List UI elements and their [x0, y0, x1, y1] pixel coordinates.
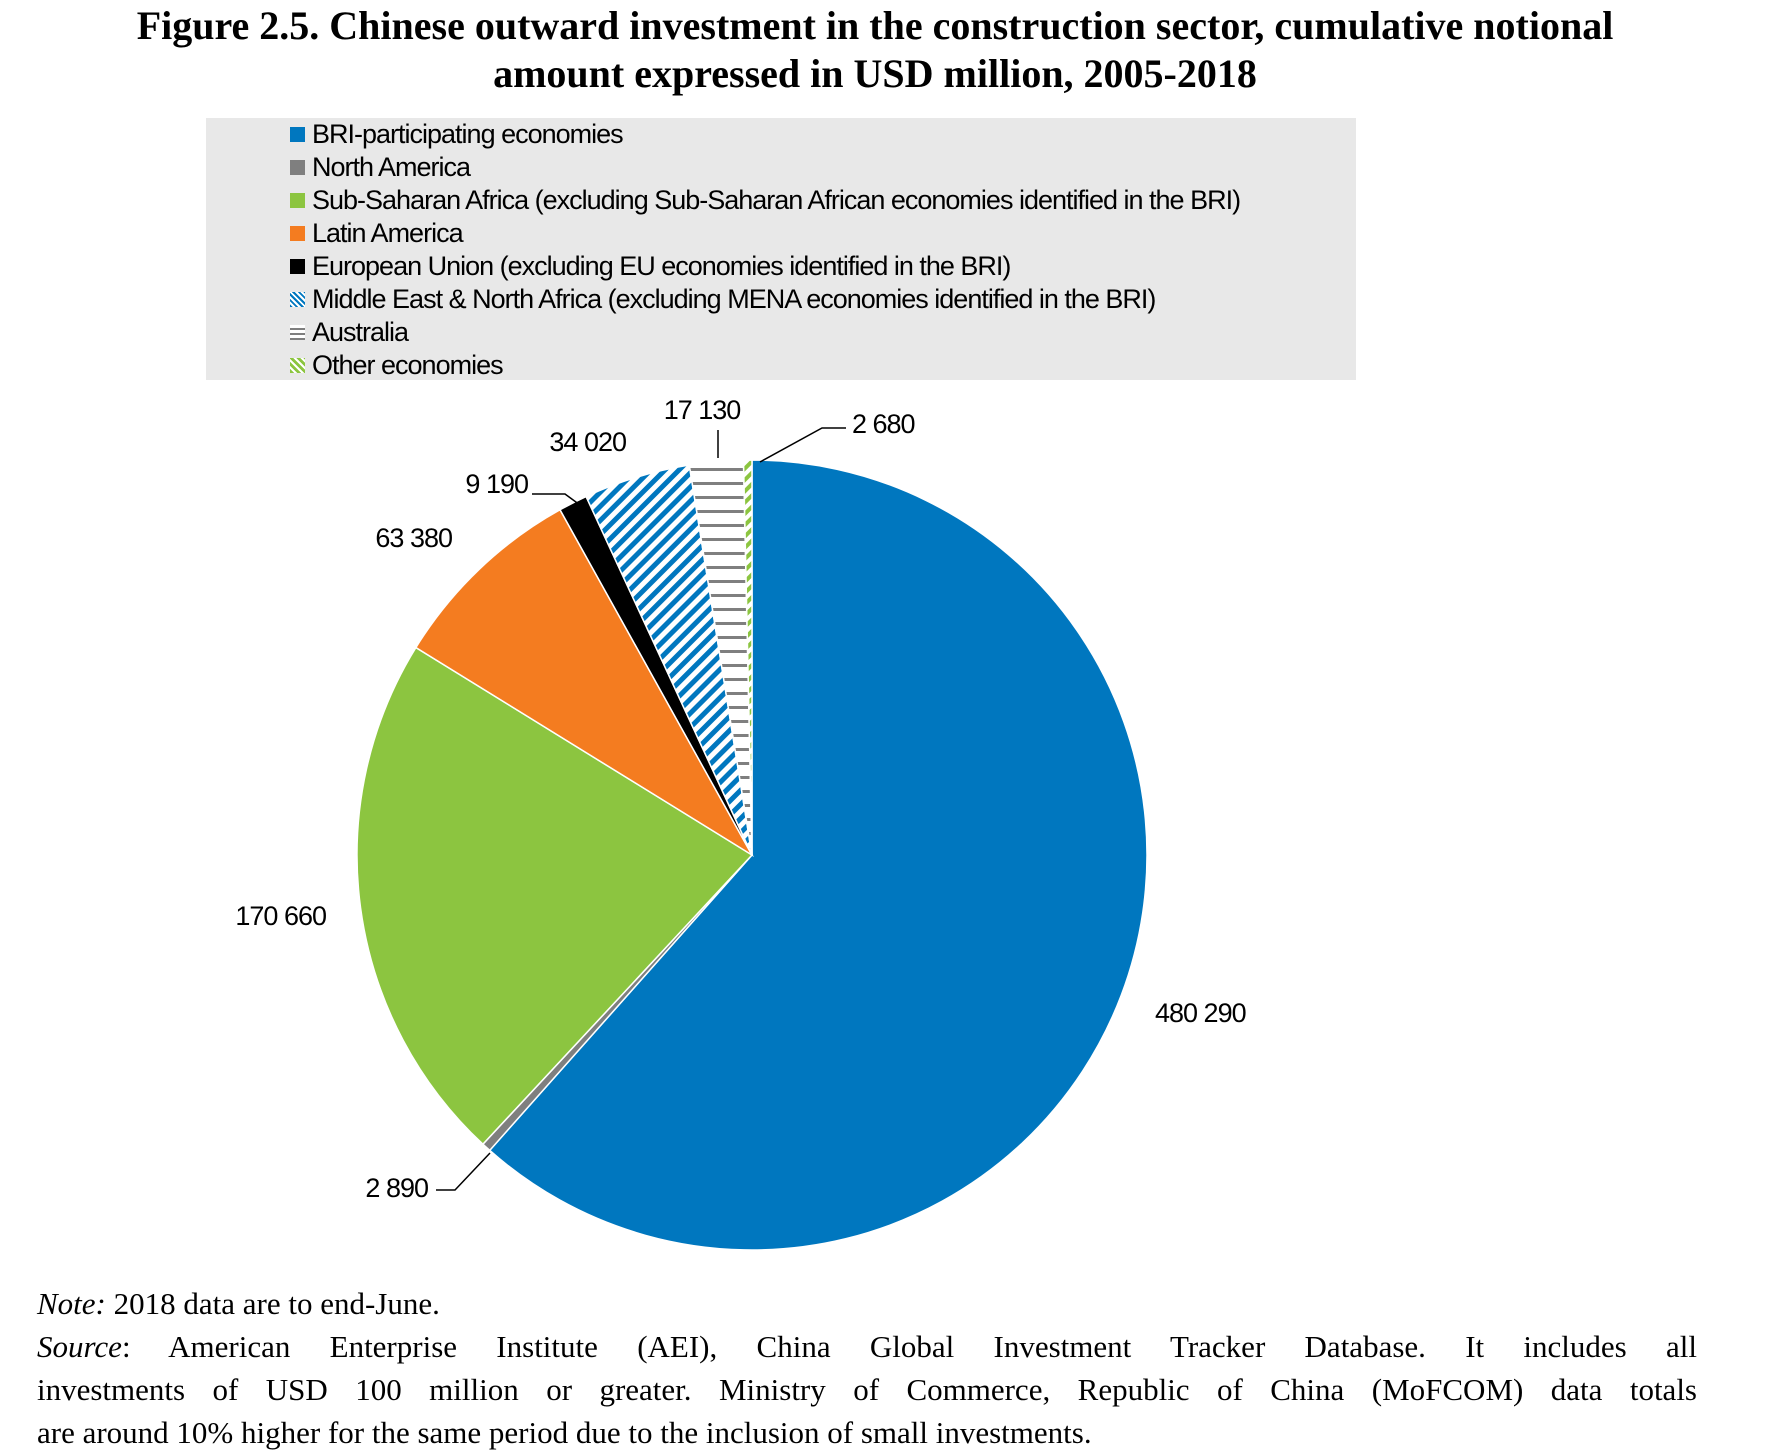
legend-swatch-australia: [290, 325, 305, 340]
leader-line-4: [532, 493, 581, 506]
source-line-3: are around 10% higher for the same perio…: [37, 1415, 1092, 1450]
legend-item-other: Other economies: [206, 349, 1356, 382]
pie-slice-0: [488, 459, 1148, 1251]
pie-chart: 480 290 2 890 170 660 63 380 9 190 34 020 17 1…: [235, 395, 1247, 1251]
pie-slice-2: [356, 646, 754, 1146]
figure-title-line-1: Figure 2.5. Chinese outward investment i…: [136, 3, 1614, 48]
source-line-1: Source: American Enterprise Institute (A…: [37, 1329, 1697, 1364]
note-line: Note: 2018 data are to end-June.: [37, 1282, 1697, 1325]
data-label-2: 170 660: [235, 901, 326, 931]
legend-item-latin-america: Latin America: [206, 217, 1356, 250]
legend-label: European Union (excluding EU economies i…: [312, 251, 1011, 281]
pie-slice-3: [414, 508, 755, 858]
legend-item-bri: BRI-participating economies: [206, 118, 1356, 151]
leader-lines: [436, 427, 846, 1191]
legend-item-european-union: European Union (excluding EU economies i…: [206, 250, 1356, 283]
legend-swatch-mena: [290, 292, 305, 307]
data-label-5: 34 020: [549, 427, 626, 457]
legend-label: Other economies: [312, 350, 504, 380]
legend-swatch-sub-saharan-africa: [290, 193, 305, 208]
source-label: Source: [37, 1329, 122, 1364]
source-line-2: investments of USD 100 million or greate…: [37, 1372, 1697, 1407]
legend-item-north-america: North America: [206, 151, 1356, 184]
notes-block: Note: 2018 data are to end-June. Source:…: [37, 1282, 1697, 1454]
chart-legend: BRI-participating economies North Americ…: [206, 118, 1356, 380]
legend-label: Sub-Saharan Africa (excluding Sub-Sahara…: [312, 185, 1241, 215]
figure-title-line-2: amount expressed in USD million, 2005-20…: [493, 51, 1257, 96]
legend-swatch-other: [290, 358, 305, 373]
note-text: 2018 data are to end-June.: [105, 1286, 440, 1321]
pie-slices: [356, 459, 1148, 1251]
data-labels: 480 290 2 890 170 660 63 380 9 190 34 020 17 1…: [235, 395, 1246, 1203]
legend-label: North America: [312, 152, 471, 182]
legend-swatch-latin-america: [290, 226, 305, 241]
legend-item-mena: Middle East & North Africa (excluding ME…: [206, 283, 1356, 316]
legend-label: Australia: [312, 317, 409, 347]
legend-label: Middle East & North Africa (excluding ME…: [312, 284, 1156, 314]
leader-line-1: [436, 1152, 491, 1191]
legend-swatch-european-union: [290, 259, 305, 274]
data-label-4: 9 190: [465, 469, 528, 499]
figure-title: Figure 2.5. Chinese outward investment i…: [0, 2, 1750, 98]
note-label: Note:: [37, 1286, 106, 1321]
data-label-6: 17 130: [664, 395, 741, 425]
data-label-1: 2 890: [365, 1173, 428, 1203]
legend-label: BRI-participating economies: [312, 119, 624, 149]
legend-swatch-bri: [290, 127, 305, 142]
data-label-0: 480 290: [1155, 998, 1246, 1028]
data-label-3: 63 380: [375, 523, 452, 553]
legend-label: Latin America: [312, 218, 464, 248]
leader-line-7: [759, 427, 846, 463]
legend-item-australia: Australia: [206, 316, 1356, 349]
legend-item-sub-saharan-africa: Sub-Saharan Africa (excluding Sub-Sahara…: [206, 184, 1356, 217]
pie-slice-7: [742, 459, 753, 856]
data-label-7: 2 680: [852, 409, 915, 439]
legend-swatch-north-america: [290, 160, 305, 175]
